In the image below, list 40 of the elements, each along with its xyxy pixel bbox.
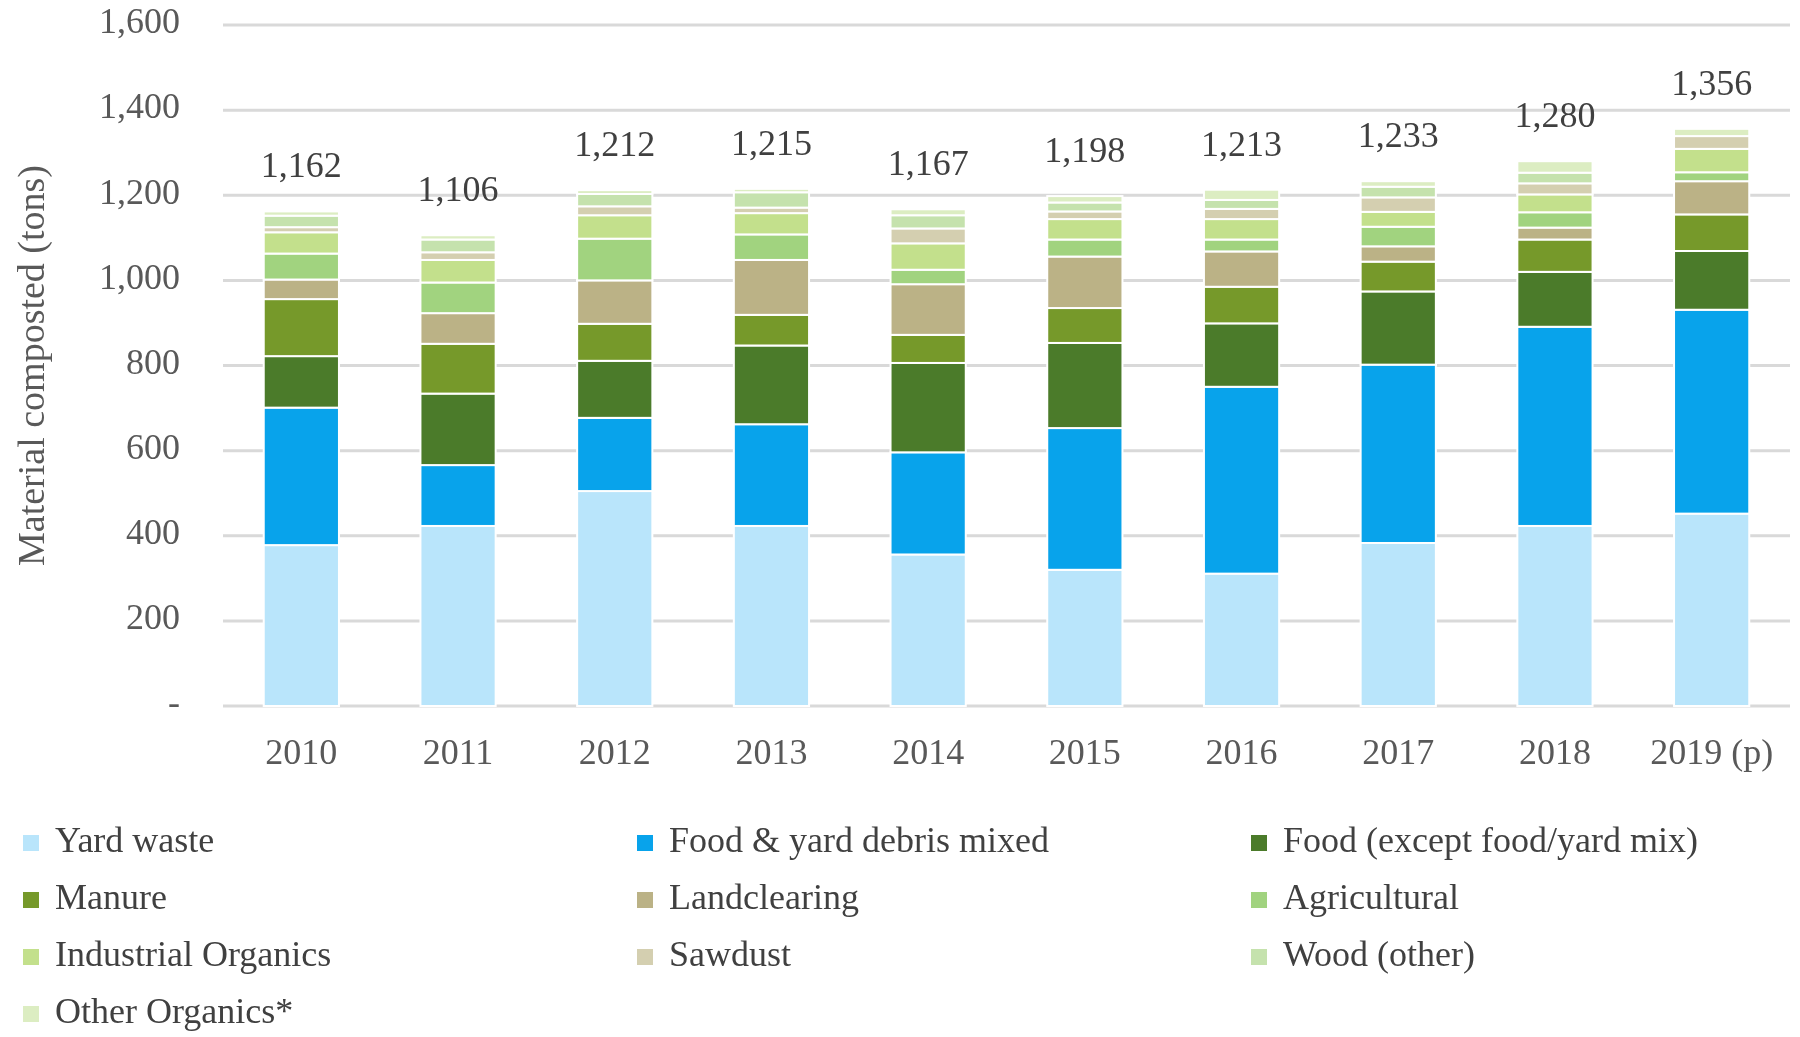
- legend-label: Yard waste: [55, 820, 215, 861]
- legend-label: Other Organics*: [55, 991, 294, 1032]
- x-tick-label: 2012: [578, 732, 651, 772]
- total-label: 1,106: [417, 169, 499, 210]
- total-label: 1,167: [887, 143, 969, 184]
- y-tick-label: 1,200: [99, 171, 180, 212]
- total-label: 1,233: [1357, 115, 1439, 156]
- y-tick-label: 800: [126, 341, 180, 382]
- y-tick-label: 400: [126, 512, 180, 553]
- legend-label: Food & yard debris mixed: [669, 820, 1049, 861]
- total-label: 1,356: [1671, 62, 1753, 103]
- x-tick-label: 2016: [1205, 732, 1278, 772]
- x-tick-label: 2010: [265, 732, 338, 772]
- x-tick-label: 2019 (p): [1650, 732, 1774, 772]
- x-tick-label: 2018: [1518, 732, 1591, 772]
- total-label: 1,280: [1514, 95, 1596, 136]
- total-label: 1,162: [260, 145, 342, 186]
- legend-label: Landclearing: [669, 877, 859, 918]
- total-label: 1,198: [1044, 130, 1126, 171]
- legend-label: Agricultural: [1283, 877, 1459, 918]
- y-tick-label: 600: [126, 426, 180, 467]
- x-tick-label: 2017: [1362, 732, 1435, 772]
- total-label: 1,213: [1201, 123, 1283, 164]
- y-tick-label: -: [168, 682, 180, 723]
- legend-label: Sawdust: [669, 934, 792, 975]
- legend-label: Wood (other): [1283, 934, 1476, 975]
- total-label: 1,212: [574, 124, 656, 165]
- total-label: 1,215: [730, 122, 812, 163]
- y-tick-label: 1,600: [99, 1, 180, 42]
- y-tick-label: 1,400: [99, 86, 180, 127]
- x-tick-label: 2014: [892, 732, 965, 772]
- x-tick-label: 2015: [1048, 732, 1121, 772]
- y-tick-label: 1,000: [99, 256, 180, 297]
- legend-label: Industrial Organics: [55, 934, 332, 975]
- y-tick-label: 200: [126, 597, 180, 638]
- x-tick-label: 2013: [735, 732, 808, 772]
- y-axis-title: Material composted (tons): [10, 164, 53, 567]
- legend-label: Food (except food/yard mix): [1283, 820, 1698, 861]
- x-tick-label: 2011: [422, 732, 494, 772]
- legend-label: Manure: [55, 877, 167, 918]
